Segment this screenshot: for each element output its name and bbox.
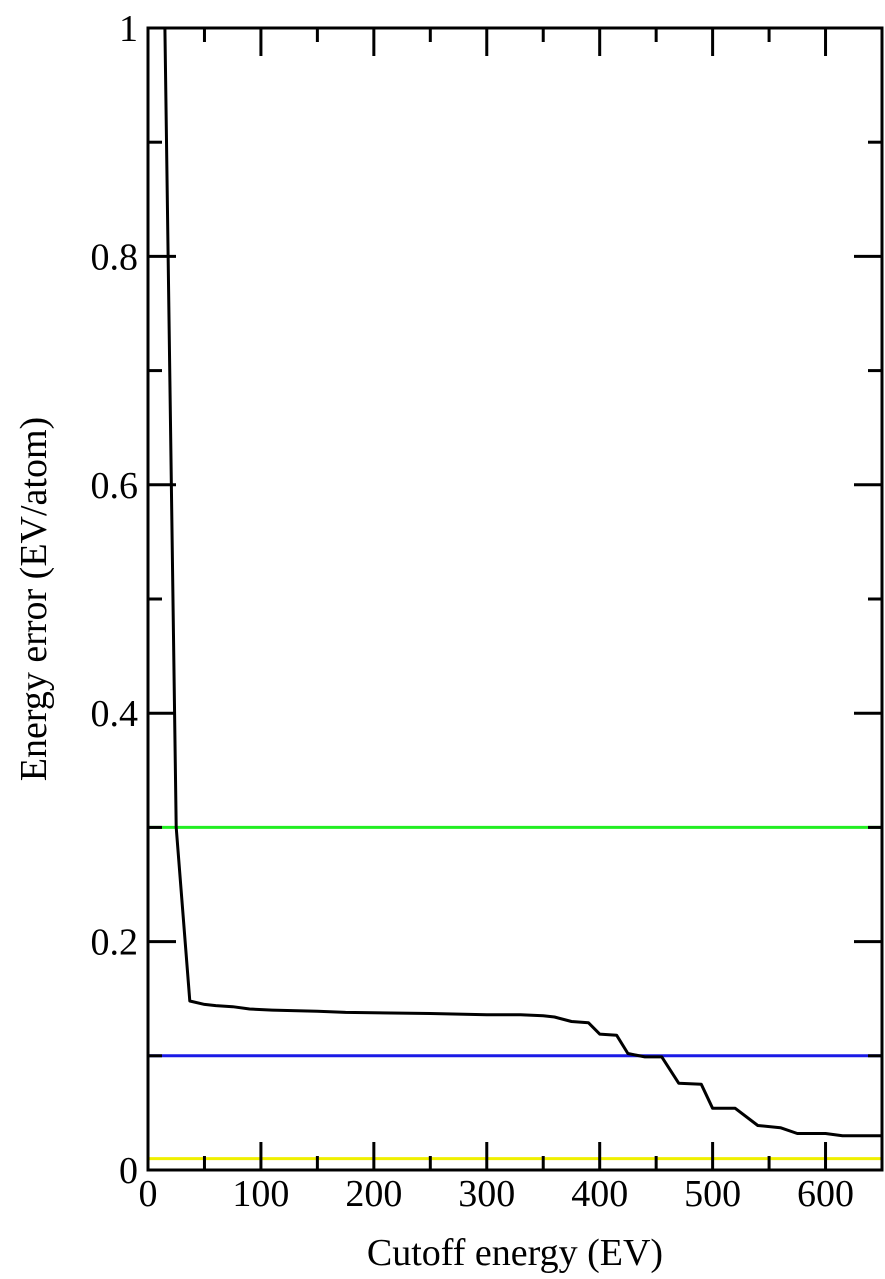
- plot-frame: [146, 26, 884, 1172]
- axis-ticks: [146, 26, 882, 1172]
- y-axis-title: Energy error (EV/atom): [13, 417, 55, 781]
- y-tick-label: 0: [119, 1150, 138, 1192]
- x-tick-label: 300: [458, 1173, 515, 1215]
- y-tick-label: 0.8: [91, 236, 139, 278]
- x-tick-label: 600: [797, 1173, 854, 1215]
- y-tick-labels: 0 0.2 0.4 0.6 0.8 1: [91, 8, 139, 1192]
- y-tick-label: 1: [119, 8, 138, 50]
- x-tick-label: 200: [345, 1173, 402, 1215]
- x-tick-label: 0: [139, 1173, 158, 1215]
- x-tick-label: 500: [684, 1173, 741, 1215]
- x-tick-labels: 0 100 200 300 400 500 600: [139, 1173, 855, 1215]
- series-line-0: [163, 27, 882, 1138]
- x-axis-title: Cutoff energy (EV): [367, 1232, 663, 1274]
- y-tick-label: 0.4: [91, 693, 139, 735]
- y-tick-label: 0.2: [91, 922, 139, 964]
- plot-area: [148, 27, 882, 1161]
- x-tick-label: 400: [571, 1173, 628, 1215]
- x-tick-label: 100: [232, 1173, 289, 1215]
- y-tick-label: 0.6: [91, 465, 139, 507]
